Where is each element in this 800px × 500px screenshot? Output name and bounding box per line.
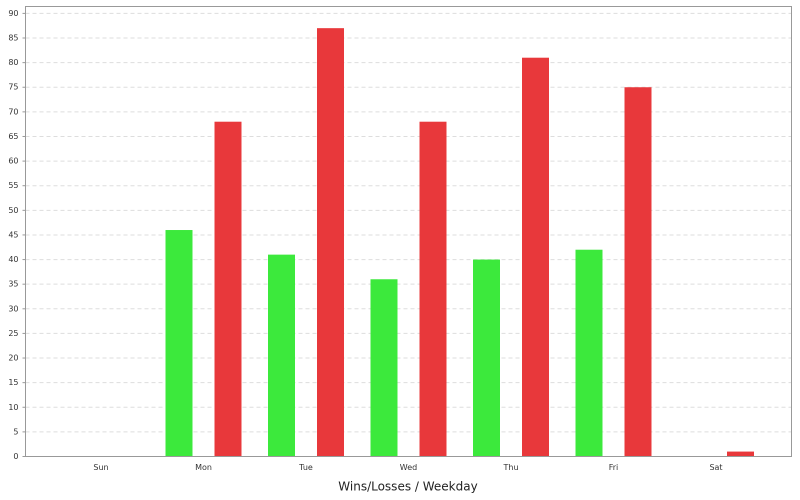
bar <box>522 57 549 457</box>
y-tick-label: 30 <box>8 304 18 313</box>
y-tick-label: 80 <box>8 58 18 67</box>
bar <box>419 121 447 457</box>
y-tick-label: 55 <box>8 181 18 190</box>
x-tick-label: Wed <box>400 463 417 472</box>
bar-layer <box>165 28 754 457</box>
y-tick-label: 10 <box>8 403 18 412</box>
y-tick-label: 50 <box>8 206 18 215</box>
y-tick-label: 45 <box>8 230 18 239</box>
y-tick-label: 85 <box>8 34 18 43</box>
bar <box>473 259 500 457</box>
bar <box>214 121 242 457</box>
x-tick-label: Thu <box>502 463 518 472</box>
y-tick-label: 60 <box>8 157 18 166</box>
y-tick-label: 20 <box>8 354 18 363</box>
y-tick-label: 15 <box>8 378 18 387</box>
x-tick-label: Mon <box>195 463 212 472</box>
y-tick-label: 75 <box>8 83 18 92</box>
y-tick-label: 65 <box>8 132 18 141</box>
bar <box>624 87 652 457</box>
bar <box>317 28 344 457</box>
y-tick-label: 0 <box>13 452 18 461</box>
x-axis-title: Wins/Losses / Weekday <box>338 480 477 494</box>
bar <box>575 249 603 457</box>
y-tick-label: 90 <box>8 9 18 18</box>
bar <box>165 230 193 457</box>
x-tick-label: Sat <box>709 463 722 472</box>
bar <box>370 279 398 457</box>
y-tick-label: 25 <box>8 329 18 338</box>
y-tick-label: 5 <box>13 427 18 436</box>
x-tick-label: Tue <box>298 463 313 472</box>
y-tick-label: 35 <box>8 280 18 289</box>
bar <box>727 451 754 457</box>
bar <box>268 254 295 457</box>
y-tick-label: 70 <box>8 107 18 116</box>
y-tick-label: 40 <box>8 255 18 264</box>
x-tick-label: Fri <box>609 463 619 472</box>
grid-layer <box>25 12 792 457</box>
plot-frame <box>25 6 792 457</box>
x-tick-label: Sun <box>93 463 108 472</box>
